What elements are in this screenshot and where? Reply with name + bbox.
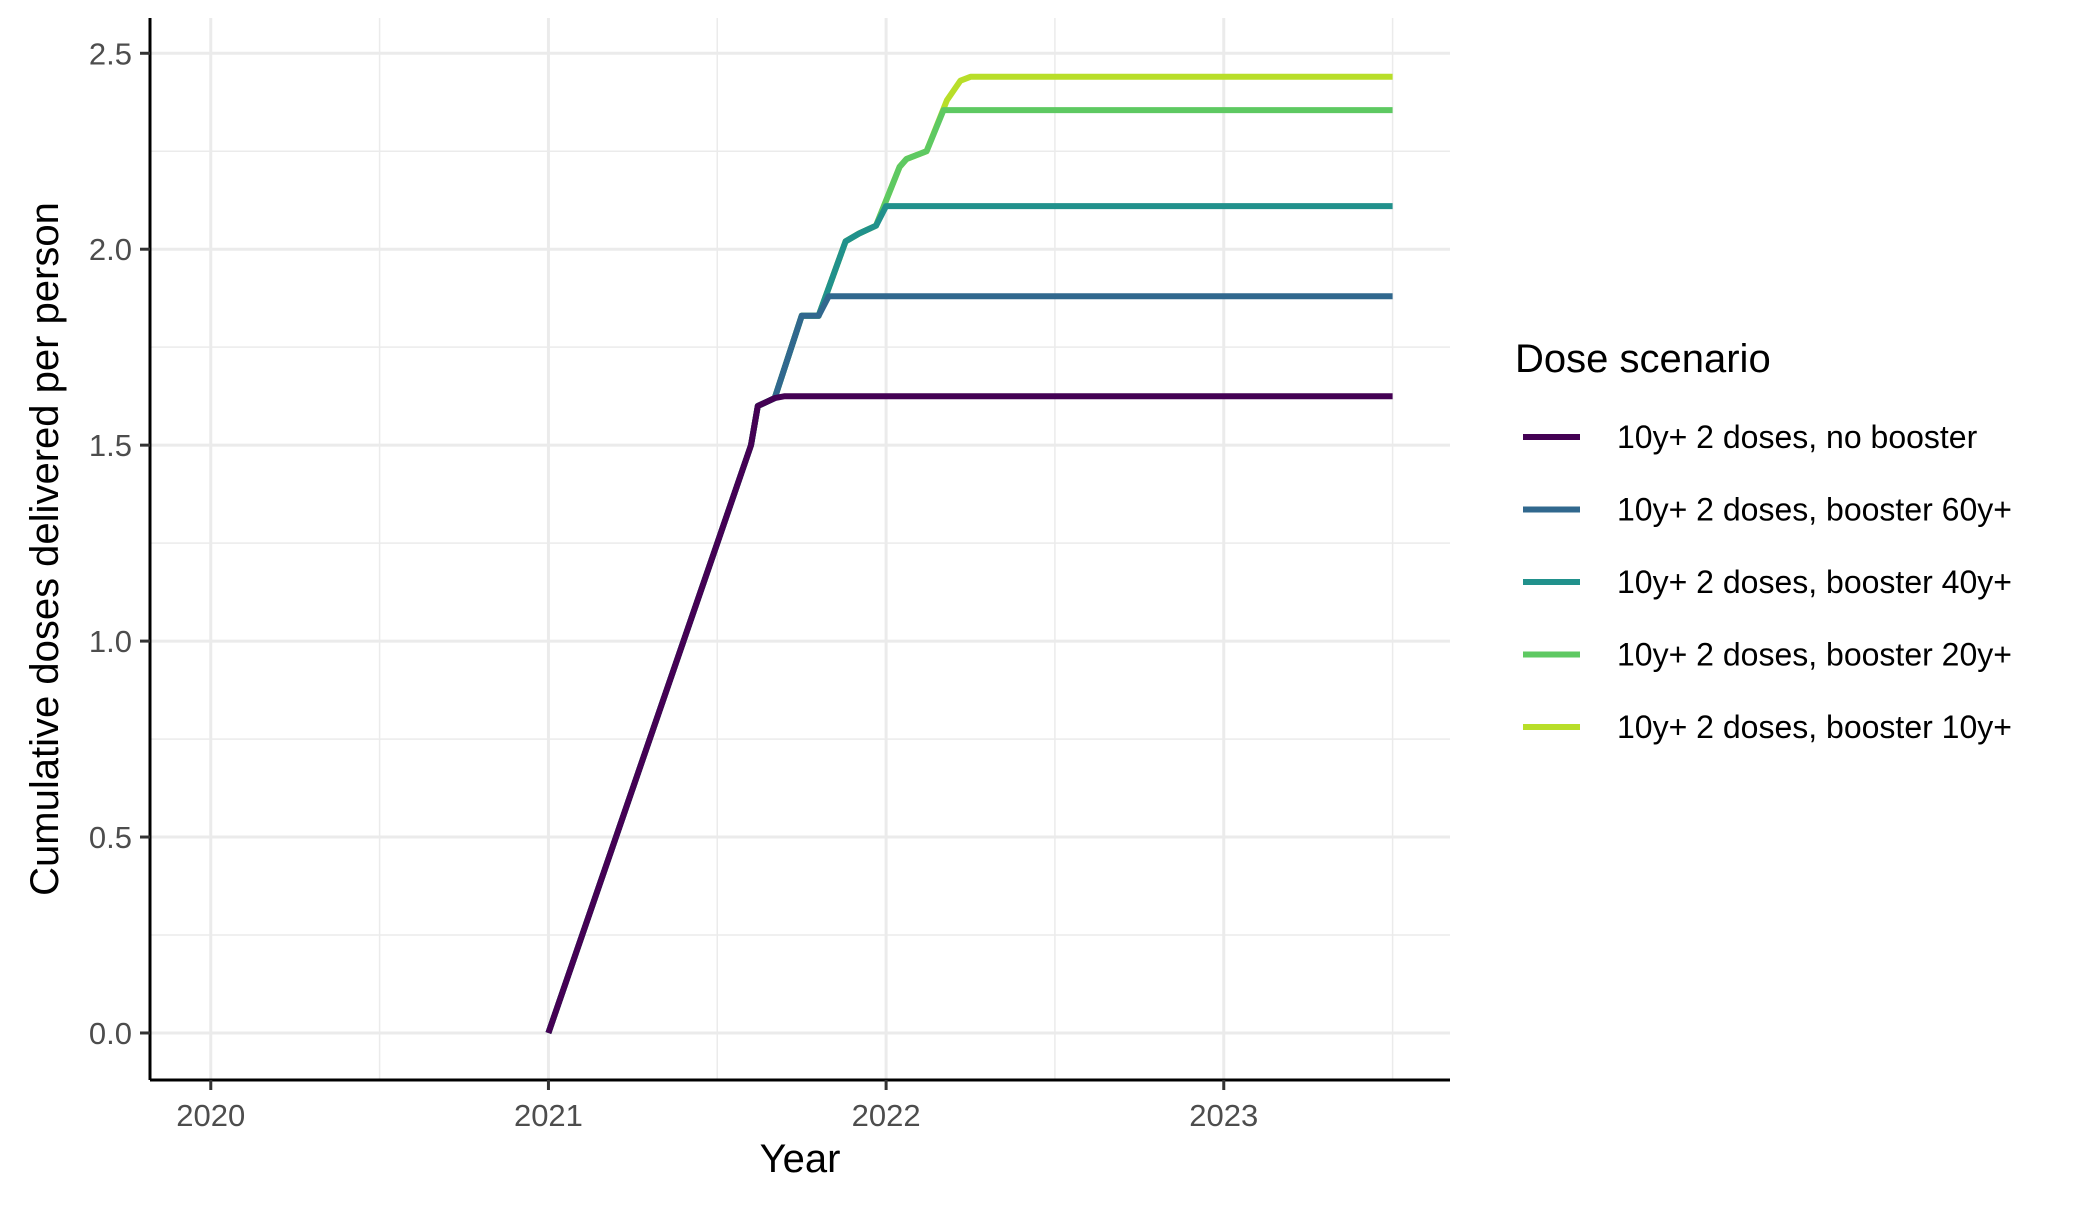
series-layer — [545, 73, 1393, 1034]
x-tick-label: 2022 — [852, 1098, 921, 1133]
series-line — [545, 393, 1393, 1034]
series-line — [545, 73, 1393, 1034]
x-axis-title: Year — [760, 1137, 841, 1181]
grid-layer — [150, 18, 1450, 1080]
y-tick-label: 1.5 — [89, 428, 132, 463]
x-tick-label: 2023 — [1189, 1098, 1258, 1133]
legend-label: 10y+ 2 doses, booster 60y+ — [1617, 492, 2012, 528]
y-axis-title: Cumulative doses delivered per person — [23, 202, 67, 896]
legend-items: 10y+ 2 doses, no booster 10y+ 2 doses, bo… — [1523, 419, 2012, 745]
x-tick-label: 2021 — [514, 1098, 583, 1133]
y-tick-label: 2.0 — [89, 232, 132, 267]
y-tick-label: 2.5 — [89, 36, 132, 71]
legend-label: 10y+ 2 doses, booster 20y+ — [1617, 637, 2012, 673]
y-tick-label: 0.0 — [89, 1016, 132, 1051]
x-tick-label: 2020 — [176, 1098, 245, 1133]
legend-title: Dose scenario — [1515, 337, 1771, 381]
legend: Dose scenario 10y+ 2 doses, no booster10… — [1515, 337, 2012, 745]
series-line — [545, 203, 1393, 1034]
axes-layer — [148, 18, 1450, 1082]
y-tick-label: 1.0 — [89, 624, 132, 659]
legend-label: 10y+ 2 doses, booster 10y+ — [1617, 709, 2012, 745]
legend-label: 10y+ 2 doses, no booster — [1617, 419, 1978, 455]
y-tick-label: 0.5 — [89, 820, 132, 855]
legend-label: 10y+ 2 doses, booster 40y+ — [1617, 564, 2012, 600]
tick-layer: 2020 2021 2022 2023 0.0 0.5 1.0 1.5 2.0 2.5 — [89, 36, 1258, 1133]
